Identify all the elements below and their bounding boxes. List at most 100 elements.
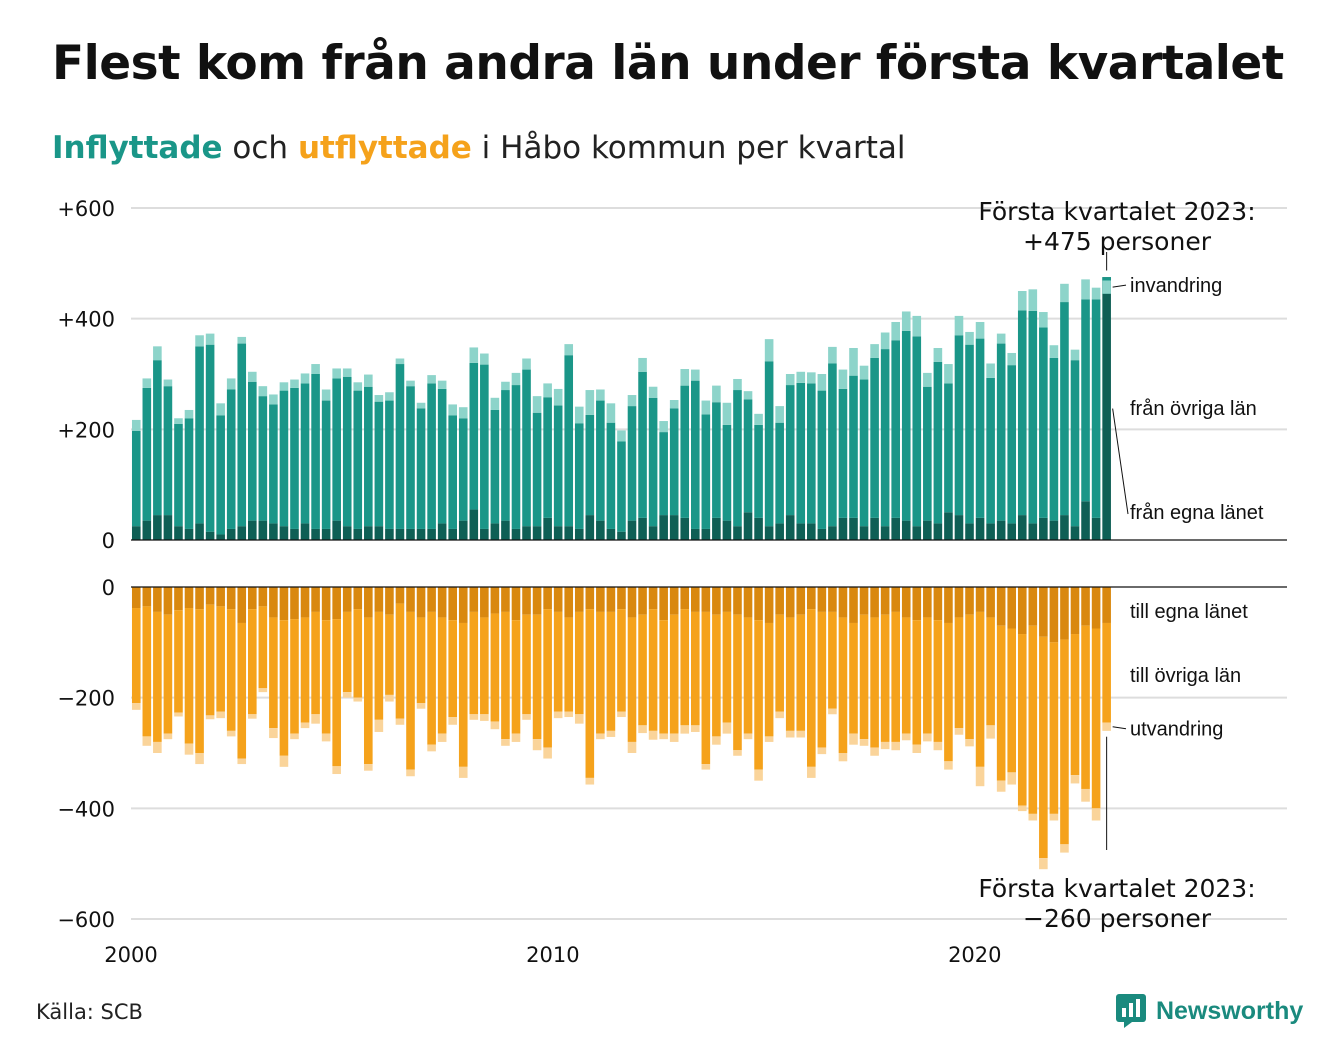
bar-out-1-q35 [501, 611, 510, 740]
bar-out-0-q17 [311, 587, 320, 612]
bar-out-0-q77 [944, 587, 953, 623]
bar-in-2-q78 [954, 315, 964, 336]
bar-in-2-q32 [469, 347, 479, 363]
bar-in-0-q45 [606, 528, 616, 540]
bar-out-2-q47 [627, 741, 637, 753]
bars [131, 277, 1111, 870]
bar-out-1-q10 [237, 622, 247, 759]
bar-in-0-q62 [785, 515, 795, 540]
bar-in-0-q85 [1028, 523, 1038, 540]
bar-out-2-q78 [954, 728, 964, 735]
bar-in-0-q56 [722, 520, 732, 540]
bar-in-0-q41 [564, 526, 574, 540]
bar-out-1-q76 [933, 620, 943, 742]
bar-out-0-q30 [448, 587, 457, 621]
bar-in-2-q63 [796, 371, 806, 383]
bar-out-2-q46 [617, 711, 626, 718]
bar-in-0-q40 [553, 526, 563, 540]
subtitle-inflyttade: Inflyttade [52, 130, 223, 166]
bar-in-0-q35 [501, 520, 510, 540]
y-tick-out-600: −600 [57, 908, 115, 932]
bar-out-2-q86 [1039, 858, 1048, 870]
bar-in-1-q25 [395, 364, 405, 529]
bar-in-1-q80 [975, 338, 985, 518]
y-tick-out-0: 0 [102, 576, 115, 600]
bar-out-0-q55 [712, 587, 721, 615]
bar-in-0-q12 [258, 520, 268, 540]
bar-out-1-q51 [669, 614, 679, 734]
bar-out-2-q26 [406, 769, 415, 777]
bar-out-0-q22 [364, 587, 373, 618]
bar-out-1-q34 [490, 613, 500, 722]
bar-in-0-q42 [574, 528, 584, 540]
bar-in-0-q14 [279, 526, 289, 540]
bar-in-0-q91 [1091, 517, 1101, 540]
bar-in-0-q22 [364, 526, 373, 540]
bar-out-2-q56 [722, 722, 732, 734]
bar-in-2-q85 [1028, 289, 1038, 311]
bar-out-0-q32 [469, 587, 479, 612]
bar-in-0-q8 [216, 534, 225, 540]
bar-in-2-q29 [437, 380, 447, 389]
bar-in-0-q36 [511, 528, 521, 540]
bar-out-2-q80 [975, 766, 985, 787]
bar-in-0-q70 [870, 517, 879, 540]
bar-out-1-q29 [437, 617, 447, 734]
bar-in-0-q20 [342, 526, 352, 540]
bar-in-2-q50 [659, 421, 668, 433]
bar-out-0-q44 [596, 587, 605, 612]
brand-logo[interactable]: Newsworthy [1116, 994, 1303, 1028]
series-label-4: till övriga län [1130, 665, 1241, 687]
bar-in-1-q59 [754, 424, 763, 518]
bar-in-0-q44 [596, 520, 605, 540]
bar-out-0-q60 [764, 587, 774, 623]
bar-out-1-q50 [659, 620, 668, 734]
series-label-2: från egna länet [1130, 502, 1264, 524]
bar-out-0-q19 [332, 587, 341, 620]
bar-out-1-q48 [638, 614, 647, 726]
bar-out-0-q16 [300, 587, 310, 618]
bar-out-2-q64 [807, 766, 816, 778]
bar-out-2-q0 [131, 703, 141, 710]
bar-in-2-q33 [480, 353, 489, 365]
bar-out-1-q17 [311, 611, 320, 715]
bar-out-2-q8 [216, 711, 225, 719]
bar-out-1-q14 [279, 620, 289, 756]
bar-in-0-q16 [300, 523, 310, 540]
bar-out-1-q12 [258, 606, 268, 689]
bar-in-0-q64 [807, 523, 816, 540]
bar-in-1-q91 [1091, 299, 1101, 518]
bar-in-2-q37 [522, 358, 531, 370]
bar-out-1-q77 [944, 622, 953, 762]
bar-out-2-q11 [247, 714, 257, 719]
bar-in-2-q88 [1060, 283, 1069, 303]
bar-out-2-q25 [395, 718, 405, 725]
bar-out-0-q26 [406, 587, 415, 612]
bar-out-2-q20 [342, 692, 352, 698]
bar-out-0-q85 [1028, 587, 1038, 626]
bar-in-1-q63 [796, 382, 806, 524]
bar-out-2-q23 [374, 719, 384, 732]
bar-out-2-q81 [986, 725, 995, 739]
bar-out-1-q67 [838, 617, 848, 753]
bar-out-0-q71 [880, 587, 890, 615]
bar-out-1-q84 [1017, 634, 1027, 806]
bar-in-1-q37 [522, 369, 531, 527]
bar-in-1-q38 [532, 412, 542, 527]
bar-in-2-q57 [733, 378, 742, 391]
bar-in-0-q84 [1017, 515, 1027, 540]
bar-in-0-q92 [1102, 277, 1111, 540]
bar-in-1-q62 [785, 385, 795, 516]
bar-in-1-q81 [986, 377, 995, 524]
bar-out-1-q30 [448, 620, 457, 718]
bar-in-2-q10 [237, 336, 247, 344]
bar-in-2-q28 [427, 375, 436, 384]
bar-in-1-q48 [638, 371, 647, 518]
bar-out-0-q86 [1039, 587, 1048, 637]
bar-in-2-q12 [258, 386, 268, 397]
bar-in-2-q59 [754, 413, 763, 425]
bar-in-1-q6 [195, 346, 204, 524]
bar-out-1-q85 [1028, 625, 1038, 814]
bar-out-1-q69 [859, 614, 869, 740]
bar-out-1-q57 [733, 614, 742, 751]
